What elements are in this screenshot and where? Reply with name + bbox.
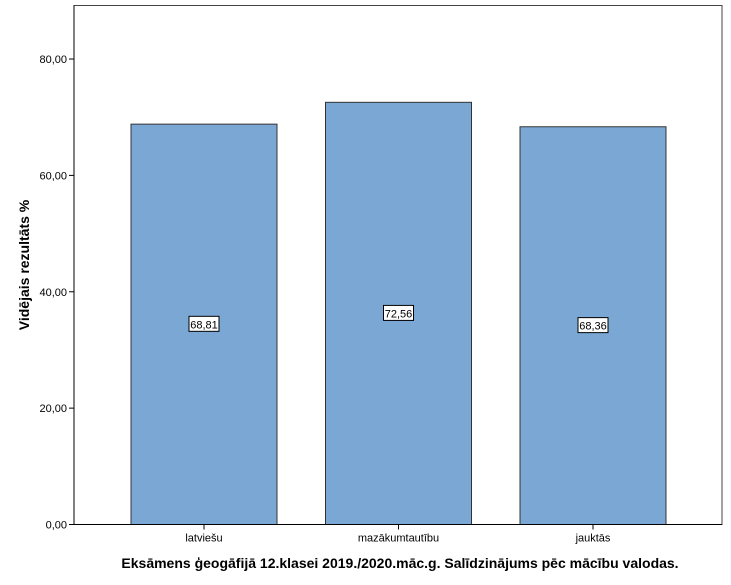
x-tick-label: mazākumtautību (358, 533, 439, 545)
data-label: 68,36 (579, 321, 607, 333)
y-axis-label: Vidējais rezultāts % (16, 199, 32, 330)
data-label: 72,56 (385, 308, 413, 320)
x-tick-label: jauktās (575, 533, 611, 545)
x-axis-label: Eksāmens ģeogāfijā 12.klasei 2019./2020.… (121, 555, 678, 571)
y-tick-label: 0,00 (46, 520, 67, 532)
y-tick-label: 20,00 (39, 403, 67, 415)
data-label: 68,81 (190, 319, 218, 331)
y-tick-label: 40,00 (39, 287, 67, 299)
y-tick-label: 80,00 (39, 54, 67, 66)
x-tick-label: latviešu (185, 533, 222, 545)
data-label-box (577, 317, 609, 334)
data-label-box (383, 304, 414, 321)
data-label-box (188, 315, 220, 332)
y-tick-label: 60,00 (39, 170, 67, 182)
